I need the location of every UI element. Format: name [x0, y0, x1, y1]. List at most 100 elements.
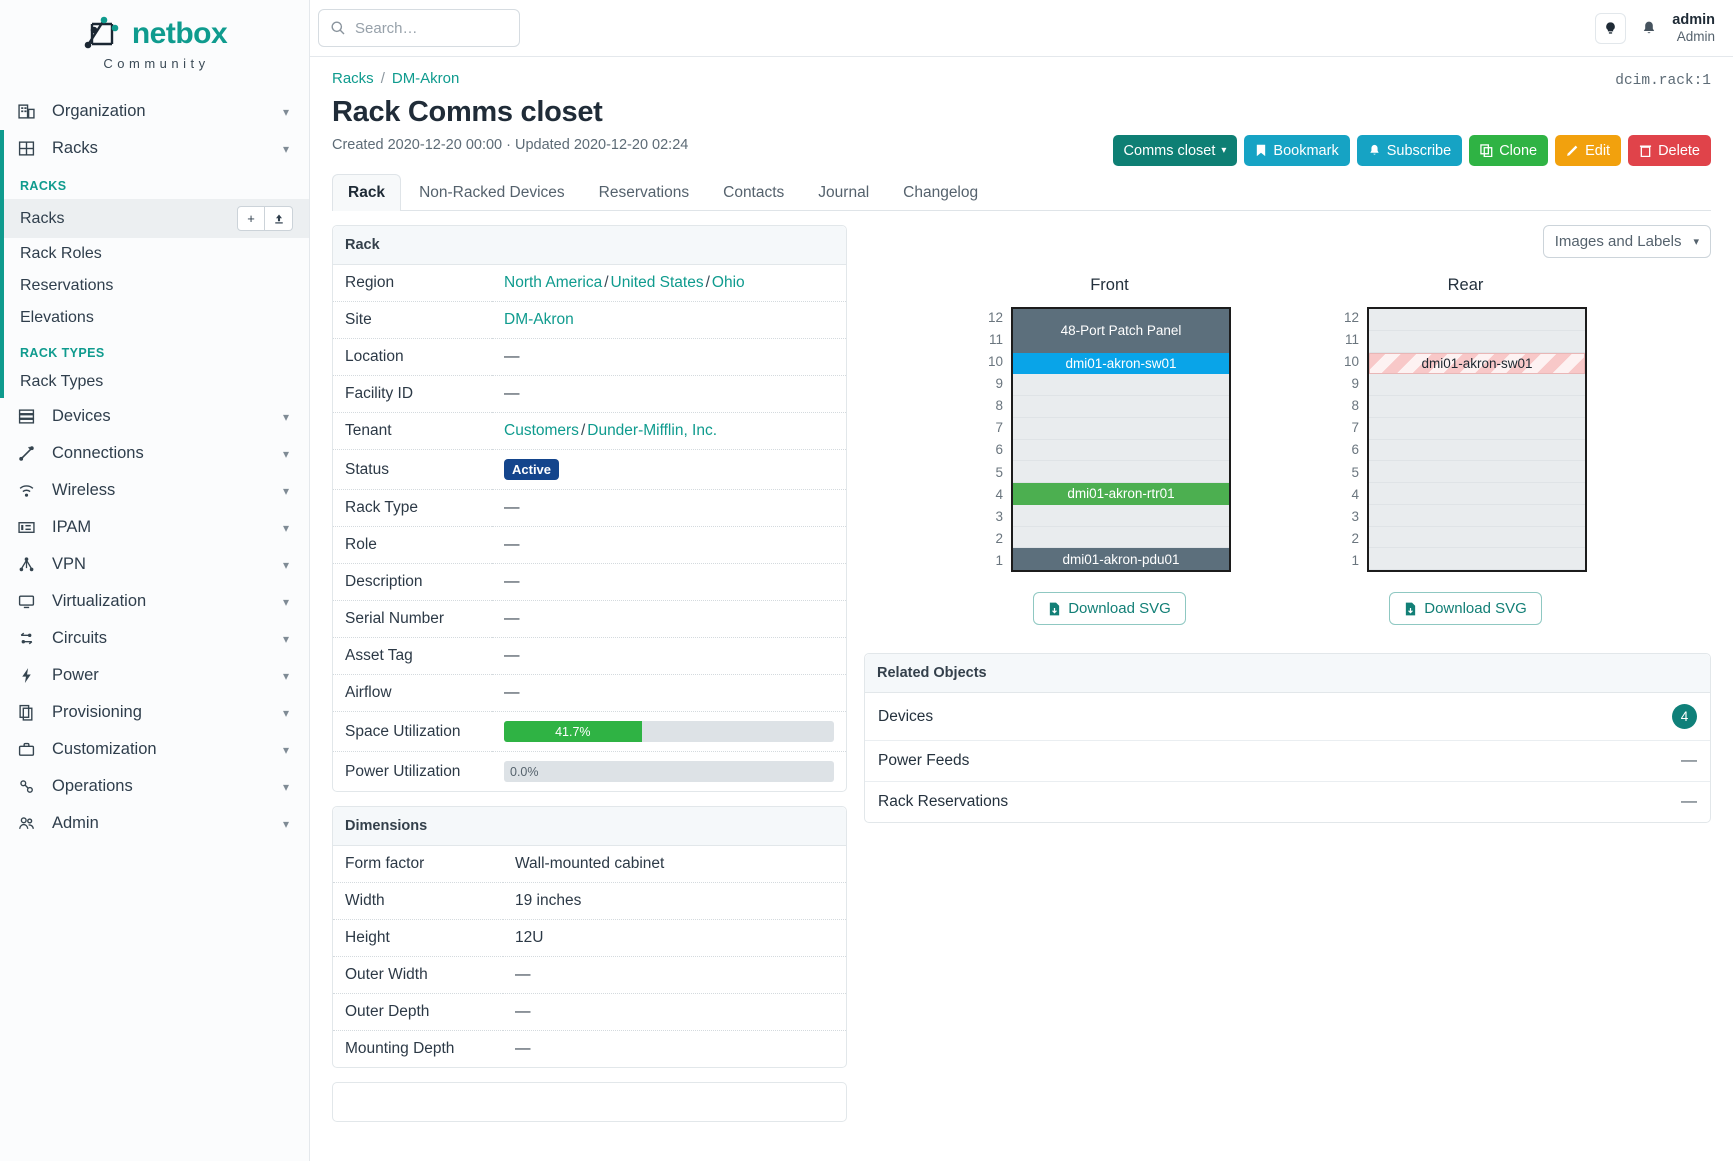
delete-button[interactable]: Delete	[1628, 135, 1711, 166]
rack-device[interactable]: dmi01-akron-rtr01	[1013, 483, 1229, 505]
rack-device[interactable]: dmi01-akron-pdu01	[1013, 548, 1229, 570]
space-utilization-label: Space Utilization	[333, 711, 492, 752]
airflow-label: Airflow	[333, 674, 492, 712]
chevron-down-icon: ▾	[1221, 145, 1227, 156]
slash: /	[580, 422, 586, 439]
sidebar-item-vpn[interactable]: VPN ▾	[0, 546, 309, 583]
racks-icon	[18, 140, 44, 157]
related-object-label[interactable]: Rack Reservations	[865, 781, 1640, 822]
rack-unit-slot[interactable]	[1013, 527, 1229, 549]
table-row[interactable]: Devices 4	[865, 693, 1710, 741]
sidebar-item-racks[interactable]: Racks ▾	[0, 130, 309, 167]
context-dropdown-button[interactable]: Comms closet ▾	[1112, 135, 1238, 166]
sidebar-item-provisioning[interactable]: Provisioning ▾	[0, 694, 309, 731]
sidebar-subitem-reservations[interactable]: Reservations	[4, 270, 309, 302]
bookmark-button[interactable]: Bookmark	[1244, 135, 1350, 166]
edit-button[interactable]: Edit	[1555, 135, 1622, 166]
tab-reservations[interactable]: Reservations	[598, 184, 690, 201]
rack-unit-slot[interactable]	[1369, 505, 1586, 527]
tenant-group-link[interactable]: Customers	[504, 422, 579, 439]
rack-unit-label: 9	[1351, 376, 1360, 392]
chevron-down-icon: ▾	[282, 483, 289, 498]
rack-device[interactable]: 48-Port Patch Panel	[1013, 309, 1229, 353]
rack-unit-slot[interactable]	[1369, 418, 1586, 440]
sidebar-subitem-rack-roles[interactable]: Rack Roles	[4, 238, 309, 270]
elevation-view-select[interactable]: Images and Labels ▾	[1542, 225, 1711, 258]
rack-unit-slot[interactable]	[1013, 440, 1229, 462]
download-icon	[1048, 602, 1061, 616]
brand-logo[interactable]: netbox Community	[0, 0, 309, 77]
region-link-state[interactable]: Ohio	[711, 274, 745, 291]
clone-button[interactable]: Clone	[1469, 135, 1549, 166]
download-svg-rear-button[interactable]: Download SVG	[1389, 592, 1542, 625]
region-link-country[interactable]: United States	[610, 274, 704, 291]
sidebar-subitem-rack-types[interactable]: Rack Types	[4, 366, 309, 398]
notifications-button[interactable]	[1637, 20, 1661, 36]
rack-unit-slot[interactable]	[1369, 374, 1586, 396]
rack-unit-label: 7	[1351, 420, 1360, 436]
add-rack-button[interactable]: +	[237, 206, 265, 231]
sidebar-item-connections[interactable]: Connections ▾	[0, 435, 309, 472]
table-row[interactable]: Rack Reservations —	[865, 781, 1710, 822]
tab-changelog[interactable]: Changelog	[903, 184, 979, 201]
page-content: Racks / DM-Akron dcim.rack:1 Rack Comms …	[310, 57, 1733, 1136]
related-object-label[interactable]: Devices	[878, 707, 934, 725]
tab-journal[interactable]: Journal	[818, 184, 870, 201]
tab-contacts[interactable]: Contacts	[723, 184, 785, 201]
rack-unit-slot[interactable]	[1369, 527, 1586, 549]
related-object-label[interactable]: Power Feeds	[865, 740, 1640, 782]
delete-label: Delete	[1658, 142, 1700, 159]
site-link[interactable]: DM-Akron	[504, 311, 574, 328]
rack-device[interactable]: dmi01-akron-sw01	[1369, 352, 1586, 375]
rack-unit-slot[interactable]	[1013, 396, 1229, 418]
sidebar-item-wireless[interactable]: Wireless ▾	[0, 472, 309, 509]
rack-device[interactable]: dmi01-akron-sw01	[1013, 352, 1229, 375]
dimension-value: —	[503, 956, 846, 994]
import-rack-button[interactable]	[265, 206, 293, 231]
table-row[interactable]: Power Feeds —	[865, 740, 1710, 782]
elevation-toolbar: Images and Labels ▾	[864, 225, 1711, 258]
rack-unit-slot[interactable]	[1013, 461, 1229, 483]
sidebar-subitem-racks[interactable]: Racks +	[4, 199, 309, 238]
rack-unit-slot[interactable]	[1369, 396, 1586, 418]
sidebar-item-operations[interactable]: Operations ▾	[0, 768, 309, 805]
sidebar-item-admin[interactable]: Admin ▾	[0, 805, 309, 842]
user-menu[interactable]: admin Admin	[1672, 12, 1715, 44]
breadcrumb-racks[interactable]: Racks	[332, 70, 374, 87]
tenant-label: Tenant	[333, 412, 492, 450]
tab-non-racked-devices[interactable]: Non-Racked Devices	[419, 184, 565, 201]
space-utilization-fill	[504, 721, 642, 742]
table-row: Height 12U	[333, 919, 846, 957]
theme-toggle-button[interactable]	[1595, 12, 1627, 44]
rack-unit-slot[interactable]	[1369, 309, 1586, 331]
search-input[interactable]: Search…	[318, 9, 520, 47]
rack-unit-label: 11	[988, 332, 1003, 348]
rack-card-title: Rack	[333, 226, 846, 265]
sidebar-item-customization[interactable]: Customization ▾	[0, 731, 309, 768]
subscribe-button[interactable]: Subscribe	[1356, 135, 1463, 166]
sidebar-item-organization[interactable]: Organization ▾	[0, 93, 309, 130]
rack-unit-slot[interactable]	[1369, 548, 1586, 570]
region-link-continent[interactable]: North America	[504, 274, 603, 291]
rack-unit-slot[interactable]	[1013, 505, 1229, 527]
left-column: Rack Region North America / United States /…	[332, 225, 847, 1136]
tab-rack[interactable]: Rack	[332, 174, 402, 211]
rack-unit-slot[interactable]	[1013, 418, 1229, 440]
rack-unit-slot[interactable]	[1369, 461, 1586, 483]
rack-unit-slot[interactable]	[1013, 374, 1229, 396]
virtualization-icon	[18, 593, 44, 610]
table-row: Form factor Wall-mounted cabinet	[333, 846, 846, 883]
sidebar-item-virtualization[interactable]: Virtualization ▾	[0, 583, 309, 620]
sidebar-item-circuits[interactable]: Circuits ▾	[0, 620, 309, 657]
sidebar-item-ipam[interactable]: IPAM ▾	[0, 509, 309, 546]
rack-unit-slot[interactable]	[1369, 440, 1586, 462]
tenant-link[interactable]: Dunder-Mifflin, Inc.	[587, 422, 718, 439]
status-badge: Active	[504, 459, 560, 480]
download-svg-front-button[interactable]: Download SVG	[1033, 592, 1186, 625]
rack-unit-slot[interactable]	[1369, 483, 1586, 505]
sidebar-item-power[interactable]: Power ▾	[0, 657, 309, 694]
rack-unit-slot[interactable]	[1369, 331, 1586, 353]
breadcrumb-site[interactable]: DM-Akron	[391, 70, 460, 87]
sidebar-item-devices[interactable]: Devices ▾	[0, 398, 309, 435]
sidebar-subitem-elevations[interactable]: Elevations	[4, 302, 309, 334]
